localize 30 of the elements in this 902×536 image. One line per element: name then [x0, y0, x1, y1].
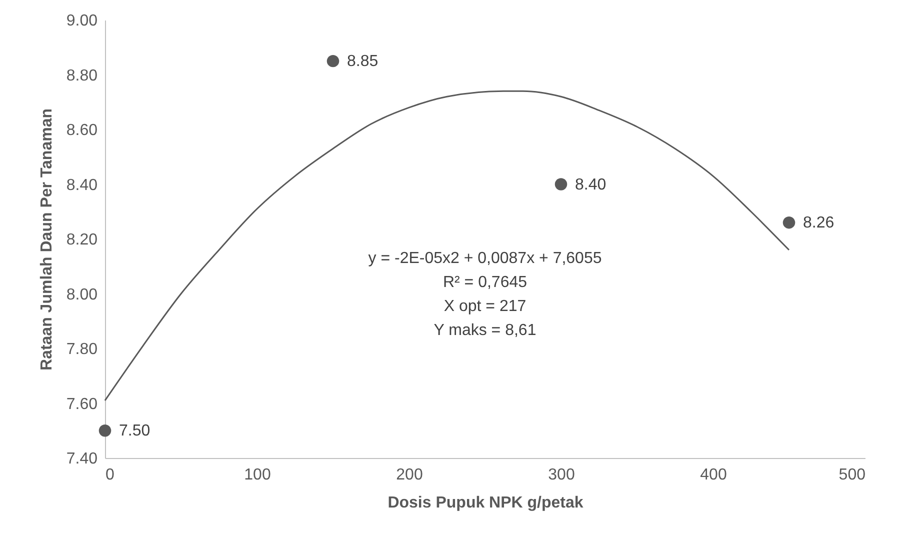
annotation: y = -2E-05x2 + 0,0087x + 7,6055	[368, 250, 602, 267]
y-tick-label: 7.80	[66, 341, 98, 358]
x-tick-label: 300	[548, 466, 575, 484]
annotation: Y maks = 8,61	[434, 322, 536, 339]
y-tick-label: 7.40	[66, 450, 98, 468]
y-tick-label: 8.60	[66, 122, 98, 139]
data-label: 8.85	[347, 53, 378, 70]
x-tick-label: 200	[396, 466, 423, 484]
annotation: X opt = 217	[444, 298, 526, 315]
point	[98, 424, 112, 437]
x-axis-title: Dosis Pupuk NPK g/petak	[388, 494, 584, 512]
y-tick-label: 8.80	[66, 67, 98, 84]
point	[326, 54, 340, 68]
y-tick-label: 8.40	[66, 176, 98, 194]
x-tick-label: 100	[244, 466, 271, 484]
x-tick-label: 0	[106, 466, 114, 484]
data-label: 8.40	[575, 176, 606, 194]
y-tick-label: 9.00	[66, 12, 98, 30]
data-label: 8.26	[803, 214, 834, 232]
x-tick-label: 400	[700, 466, 727, 484]
x-tick-label: 500	[838, 466, 866, 484]
line-series	[104, 90, 790, 402]
y-tick-label: 7.60	[66, 396, 98, 413]
annotation: R² = 0,7645	[442, 274, 528, 291]
point	[554, 178, 568, 190]
y-tick-label: 8.20	[66, 232, 98, 248]
point	[782, 216, 796, 229]
y-tick-label: 8.00	[66, 286, 98, 304]
data-label: 7.50	[119, 422, 150, 440]
y-axis-title: Rataan Jumlah Daun Per Tanaman	[38, 108, 56, 370]
